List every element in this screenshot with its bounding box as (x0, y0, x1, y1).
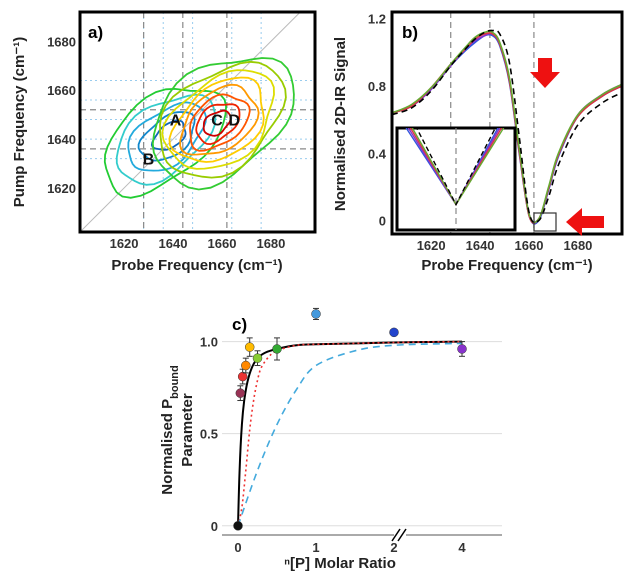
panel-c-point-marker (233, 521, 243, 531)
panel-a-y-tick: 1680 (47, 34, 76, 49)
panel-c-point-marker (272, 344, 282, 354)
panel-b-x-tick: 1660 (515, 238, 544, 253)
panel-b-inset-line (415, 128, 497, 207)
panel-a-label: a) (88, 23, 103, 42)
panel-c-point-marker (457, 344, 467, 354)
panel-b-lines (392, 29, 622, 225)
panel-c-point (252, 350, 263, 367)
panel-b-zoom-box (533, 212, 557, 232)
panel-c-point-marker (237, 371, 248, 382)
panel-c-point (235, 385, 246, 402)
panel-c-x-tick: 2 (390, 540, 397, 555)
panel-c-y-tick: 0 (211, 519, 218, 534)
panel-a-frame (78, 10, 317, 234)
panel-c-points (233, 307, 467, 531)
panel-c-x-tick: 1 (312, 540, 319, 555)
panel-c-grid (222, 341, 502, 527)
panel-c-y-tick: 1.0 (200, 335, 218, 350)
panel-a-peak-label: C (211, 113, 223, 130)
panel-c-point (237, 368, 248, 385)
panel-a-y-tick: 1640 (47, 132, 76, 147)
panel-b-series-line (392, 29, 622, 224)
panel-c-fit-dotted (237, 340, 463, 526)
panel-c-x-label: ⁿ[P] Molar Ratio (284, 555, 396, 571)
panel-c-y-label-line2: Parameter (179, 393, 196, 467)
panel-c-point (241, 357, 251, 374)
panel-a-y-ticks: 1620 1640 1660 1680 (47, 34, 76, 196)
panel-c-y-label: Normalised Pbound (159, 365, 181, 494)
panel-c-y-ticks: 0 0.5 1.0 (200, 335, 218, 534)
panel-b-x-tick: 1640 (466, 238, 495, 253)
panel-c-point (233, 521, 243, 531)
panel-b-series-line (392, 30, 622, 224)
panel-a-contours (103, 57, 295, 199)
panel-a-contour-positive (151, 57, 295, 191)
panel-c-y-label-sub: bound (169, 365, 181, 399)
panel-a-x-ticks: 1620 1640 1660 1680 (110, 236, 286, 251)
panel-b-y-tick: 1.2 (368, 12, 386, 27)
panel-c-point-marker (389, 327, 399, 338)
panel-b-y-tick: 0.4 (368, 146, 387, 161)
panel-a-peak-labels: A B C D (143, 113, 240, 169)
panel-a-contour-positive (195, 103, 241, 146)
panel-a-contour-negative (103, 87, 228, 199)
panel-b-y-tick: 0.8 (368, 79, 386, 94)
panel-a-contour-negative (127, 101, 208, 172)
panel-a-peak-label: A (170, 113, 182, 130)
panel-a-x-label: Probe Frequency (cm⁻¹) (111, 257, 282, 274)
panel-b-y-tick: 0 (379, 214, 386, 229)
panel-a-contour-positive (189, 93, 251, 152)
panel-b-label: b) (402, 23, 418, 42)
panel-c-label: c) (232, 315, 247, 334)
panel-a-peak-label: D (228, 113, 240, 130)
panel-a: a) 1620 1640 1660 1680 1620 1640 1660 1680 A B C… (11, 10, 317, 274)
panel-a-y-tick: 1620 (47, 181, 76, 196)
panel-a-diagonal (79, 11, 301, 233)
panel-b-inset (405, 128, 505, 230)
panel-c-point-marker (241, 360, 251, 371)
panel-c: c) 0 1 2 4 0 0.5 1.0 ⁿ[P] Molar Ratio Normali… (159, 307, 502, 571)
panel-c-point (272, 337, 282, 361)
panel-b-x-tick: 1620 (417, 238, 446, 253)
panel-b-x-tick: 1680 (563, 238, 592, 253)
panel-c-x-ticks: 0 1 2 4 (234, 540, 466, 555)
panel-a-contour-positive (179, 83, 260, 156)
panel-c-axis-break (391, 528, 407, 542)
panel-a-y-label: Pump Frequency (cm⁻¹) (11, 37, 28, 207)
panel-a-contour-positive (202, 109, 232, 137)
panel-c-fit-dashed (237, 342, 463, 527)
panel-b-arrow-bottom (566, 208, 604, 236)
panel-a-peak-label: B (143, 152, 155, 169)
panel-a-x-tick: 1680 (256, 236, 285, 251)
panel-c-x-tick: 4 (458, 540, 466, 555)
panel-b: b) 1620 1640 1660 1680 0 0.4 0.8 1.2 Probe Fre… (332, 10, 624, 274)
panel-c-point-marker (244, 342, 255, 352)
panel-a-contour-positive (168, 76, 265, 163)
panel-c-point-marker (311, 309, 321, 319)
panel-a-y-tick: 1660 (47, 83, 76, 98)
panel-b-x-label: Probe Frequency (cm⁻¹) (421, 257, 592, 274)
panel-c-point (311, 307, 321, 320)
panel-a-contour-positive (159, 60, 287, 179)
panel-b-y-ticks: 0 0.4 0.8 1.2 (368, 12, 387, 229)
panel-b-x-ticks: 1620 1640 1660 1680 (417, 238, 593, 253)
panel-c-point-marker (235, 388, 246, 398)
panel-c-y-tick: 0.5 (200, 427, 218, 442)
panel-c-y-label-main: Normalised P (159, 399, 176, 495)
panel-c-point-marker (252, 353, 263, 363)
panel-a-x-tick: 1640 (159, 236, 188, 251)
panel-c-x-tick: 0 (234, 540, 241, 555)
panel-b-y-label: Normalised 2D-IR Signal (332, 37, 349, 211)
panel-a-contour-positive (161, 69, 275, 170)
panel-b-frame (390, 10, 624, 236)
panel-a-x-tick: 1660 (208, 236, 237, 251)
panel-c-point (244, 337, 255, 357)
panel-c-point (457, 341, 467, 357)
panel-c-point (389, 327, 399, 338)
panel-a-x-tick: 1620 (110, 236, 139, 251)
panel-b-arrow-top (530, 58, 560, 88)
